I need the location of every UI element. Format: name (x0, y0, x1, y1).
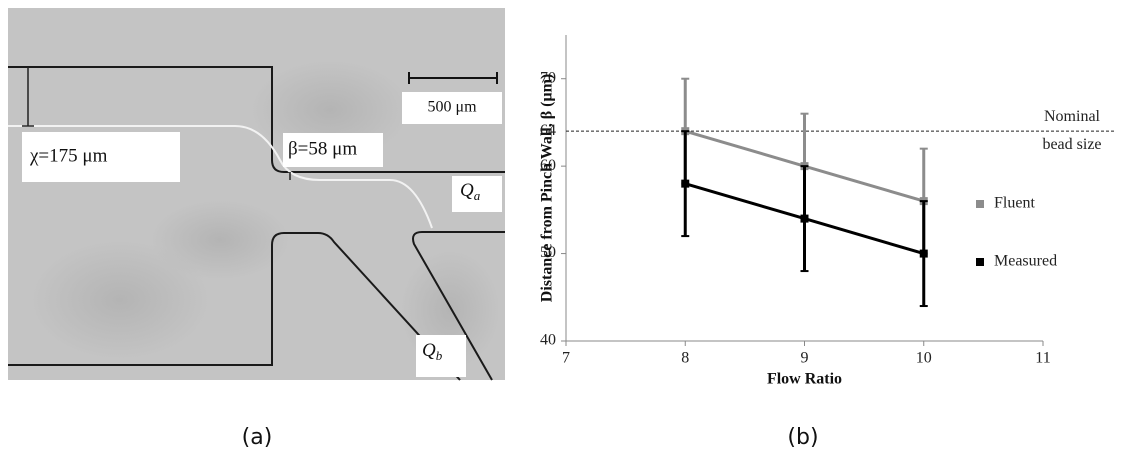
reference-label: bead size (1042, 136, 1101, 153)
x-tick-label: 10 (916, 350, 932, 367)
legend-label: Fluent (994, 195, 1035, 212)
y-tick-label: 60 (540, 157, 556, 174)
x-tick-label: 8 (681, 350, 689, 367)
qb-label: Qb (422, 340, 443, 363)
qa-label: Qa (460, 180, 481, 203)
legend-marker (976, 258, 984, 266)
micrograph: χ=175 μm β=58 μm 500 μm Qa Qb (8, 8, 505, 381)
x-tick-label: 7 (562, 350, 570, 367)
y-tick-label: 50 (540, 244, 556, 261)
point (800, 214, 809, 223)
legend-label: Measured (994, 253, 1057, 270)
scale-label: 500 μm (427, 99, 477, 116)
legend-marker (976, 200, 984, 208)
reference-value: 64 (540, 122, 556, 139)
point (919, 249, 928, 258)
y-axis-title: Distance from Pinch Wall, β (μm) (539, 74, 556, 302)
x-tick-label: 11 (1035, 350, 1050, 367)
chi-label: χ=175 μm (29, 145, 108, 166)
y-tick-label: 70 (540, 69, 556, 86)
panel-label: (a) (242, 425, 273, 450)
point (681, 179, 690, 188)
x-axis-title: Flow Ratio (767, 371, 842, 388)
y-tick-label: 40 (540, 332, 556, 349)
panel-label: (b) (787, 425, 818, 450)
reference-label: Nominal (1044, 108, 1101, 125)
x-tick-label: 9 (801, 350, 809, 367)
chart: 40 50 60 70 7 8 9 10 11 Flow Ratio Distance from P… (539, 35, 1115, 388)
beta-label: β=58 μm (288, 138, 357, 159)
